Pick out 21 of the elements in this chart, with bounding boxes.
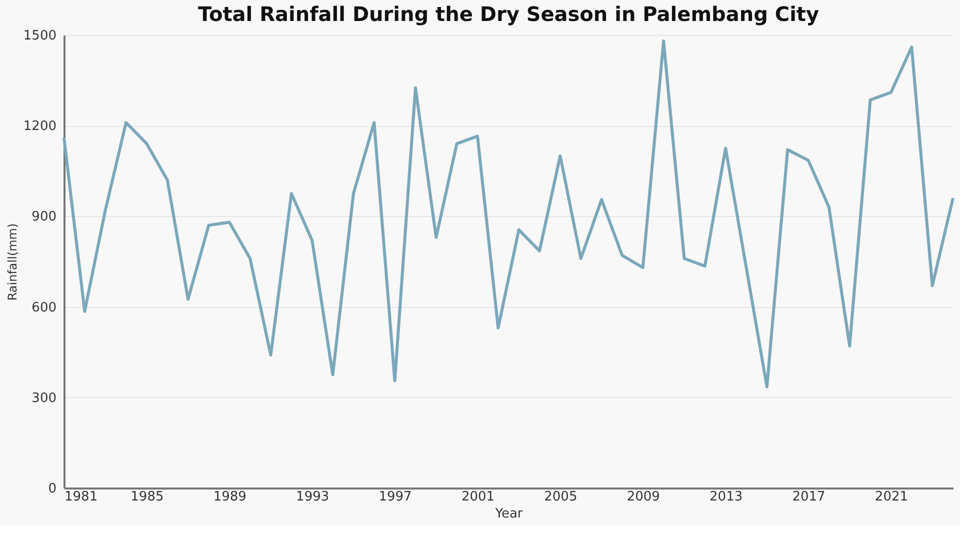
x-tick-label: 2001 [461,490,495,504]
x-tick-label: 2017 [792,490,826,504]
x-tick-label: 1981 [64,490,98,504]
y-tick-label: 1200 [23,119,56,134]
y-tick-label: 900 [32,210,56,225]
y-axis-title: Rainfall(mm) [5,223,20,301]
y-tick-label: 300 [32,390,56,406]
x-tick-label: 1997 [378,490,412,504]
x-tick-label: 2021 [874,490,908,504]
y-tick-label: 1500 [23,28,56,44]
x-tick-label: 1985 [130,490,164,504]
x-axis-title: Year [494,506,524,522]
y-tick-label: 600 [32,300,56,316]
chart-title: Total Rainfall During the Dry Season in Palembang City [198,2,820,26]
line-series [62,40,954,388]
x-tick-label: 1989 [213,490,246,504]
x-tick-label: 2009 [626,490,660,504]
x-tick-label: 1993 [296,490,330,504]
x-tick-label: 2013 [710,490,743,504]
y-tick-label: 0 [48,482,56,496]
x-tick-label: 2005 [544,490,578,504]
